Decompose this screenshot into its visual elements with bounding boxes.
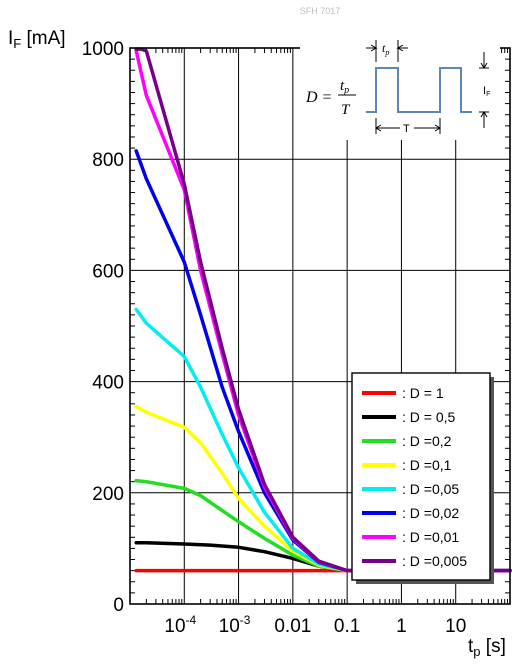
watermark: SFH 7017 xyxy=(300,6,341,16)
y-axis-label-main: I xyxy=(8,28,13,49)
x-axis-label-unit: [s] xyxy=(481,636,506,657)
period-arrow-head-left xyxy=(375,124,382,132)
duty-cycle-inset: D = tp T tp T IF xyxy=(300,28,500,140)
y-axis-label-sub: F xyxy=(13,36,21,51)
x-tick-label: 10-4 xyxy=(164,613,196,637)
legend-label: : D =0,02 xyxy=(402,505,459,521)
x-tick-label: 10-3 xyxy=(219,613,251,637)
x-tick-label: 0.01 xyxy=(274,616,311,637)
inset-background xyxy=(300,28,500,140)
period-arrow-head-right xyxy=(434,124,441,132)
y-tick-label: 600 xyxy=(92,261,124,282)
legend-items: : D = 1 : D = 0,5 : D =0,2 : D =0,1 : D =0,0… xyxy=(362,385,467,569)
amplitude-arrow-head-bottom xyxy=(480,111,488,118)
inset-formula-lhs: D = xyxy=(305,89,332,106)
x-axis-label: tp [s] xyxy=(468,636,506,659)
y-ticks: 0 200 400 600 800 1000 xyxy=(82,39,124,616)
inset-formula-numerator: tp xyxy=(340,78,349,96)
legend-box xyxy=(351,372,491,581)
x-axis-label-main: t xyxy=(468,636,474,657)
legend: : D = 1 : D = 0,5 : D =0,2 : D =0,1 : D =0,0… xyxy=(351,372,494,584)
pulse-width-arrow-left xyxy=(366,44,378,52)
y-axis-label: IF [mA] xyxy=(8,28,66,51)
series-line-7 xyxy=(134,47,512,573)
x-tick-label: 0.1 xyxy=(334,616,360,637)
y-tick-label: 200 xyxy=(92,484,124,505)
x-axis-label-sub: p xyxy=(473,644,480,659)
x-ticks: 10-4 10-3 0.01 0.1 1 10 xyxy=(164,613,466,637)
inset-formula-denominator: T xyxy=(341,102,351,118)
x-tick-label: 1 xyxy=(396,616,407,637)
y-tick-label: 1000 xyxy=(82,39,124,60)
amplitude-arrow-head-top xyxy=(480,62,488,69)
y-tick-label: 0 xyxy=(113,595,124,616)
y-tick-label: 800 xyxy=(92,150,124,171)
legend-label: : D =0,01 xyxy=(402,529,459,545)
pulse-waveform xyxy=(366,67,472,113)
legend-label: : D = 0,5 xyxy=(402,409,456,425)
legend-label: : D =0,2 xyxy=(402,433,452,449)
legend-label: : D = 1 xyxy=(402,385,444,401)
pulse-width-arrow-right xyxy=(396,44,408,52)
pulse-width-label: tp xyxy=(382,41,389,57)
y-axis-label-unit: [mA] xyxy=(21,28,65,49)
legend-label: : D =0,05 xyxy=(402,481,459,497)
legend-label: : D =0,1 xyxy=(402,457,452,473)
x-tick-label: 10 xyxy=(445,616,466,637)
period-label: T xyxy=(403,123,410,135)
y-tick-label: 400 xyxy=(92,373,124,394)
legend-label: : D =0,005 xyxy=(402,553,467,569)
amplitude-label: IF xyxy=(483,85,490,98)
